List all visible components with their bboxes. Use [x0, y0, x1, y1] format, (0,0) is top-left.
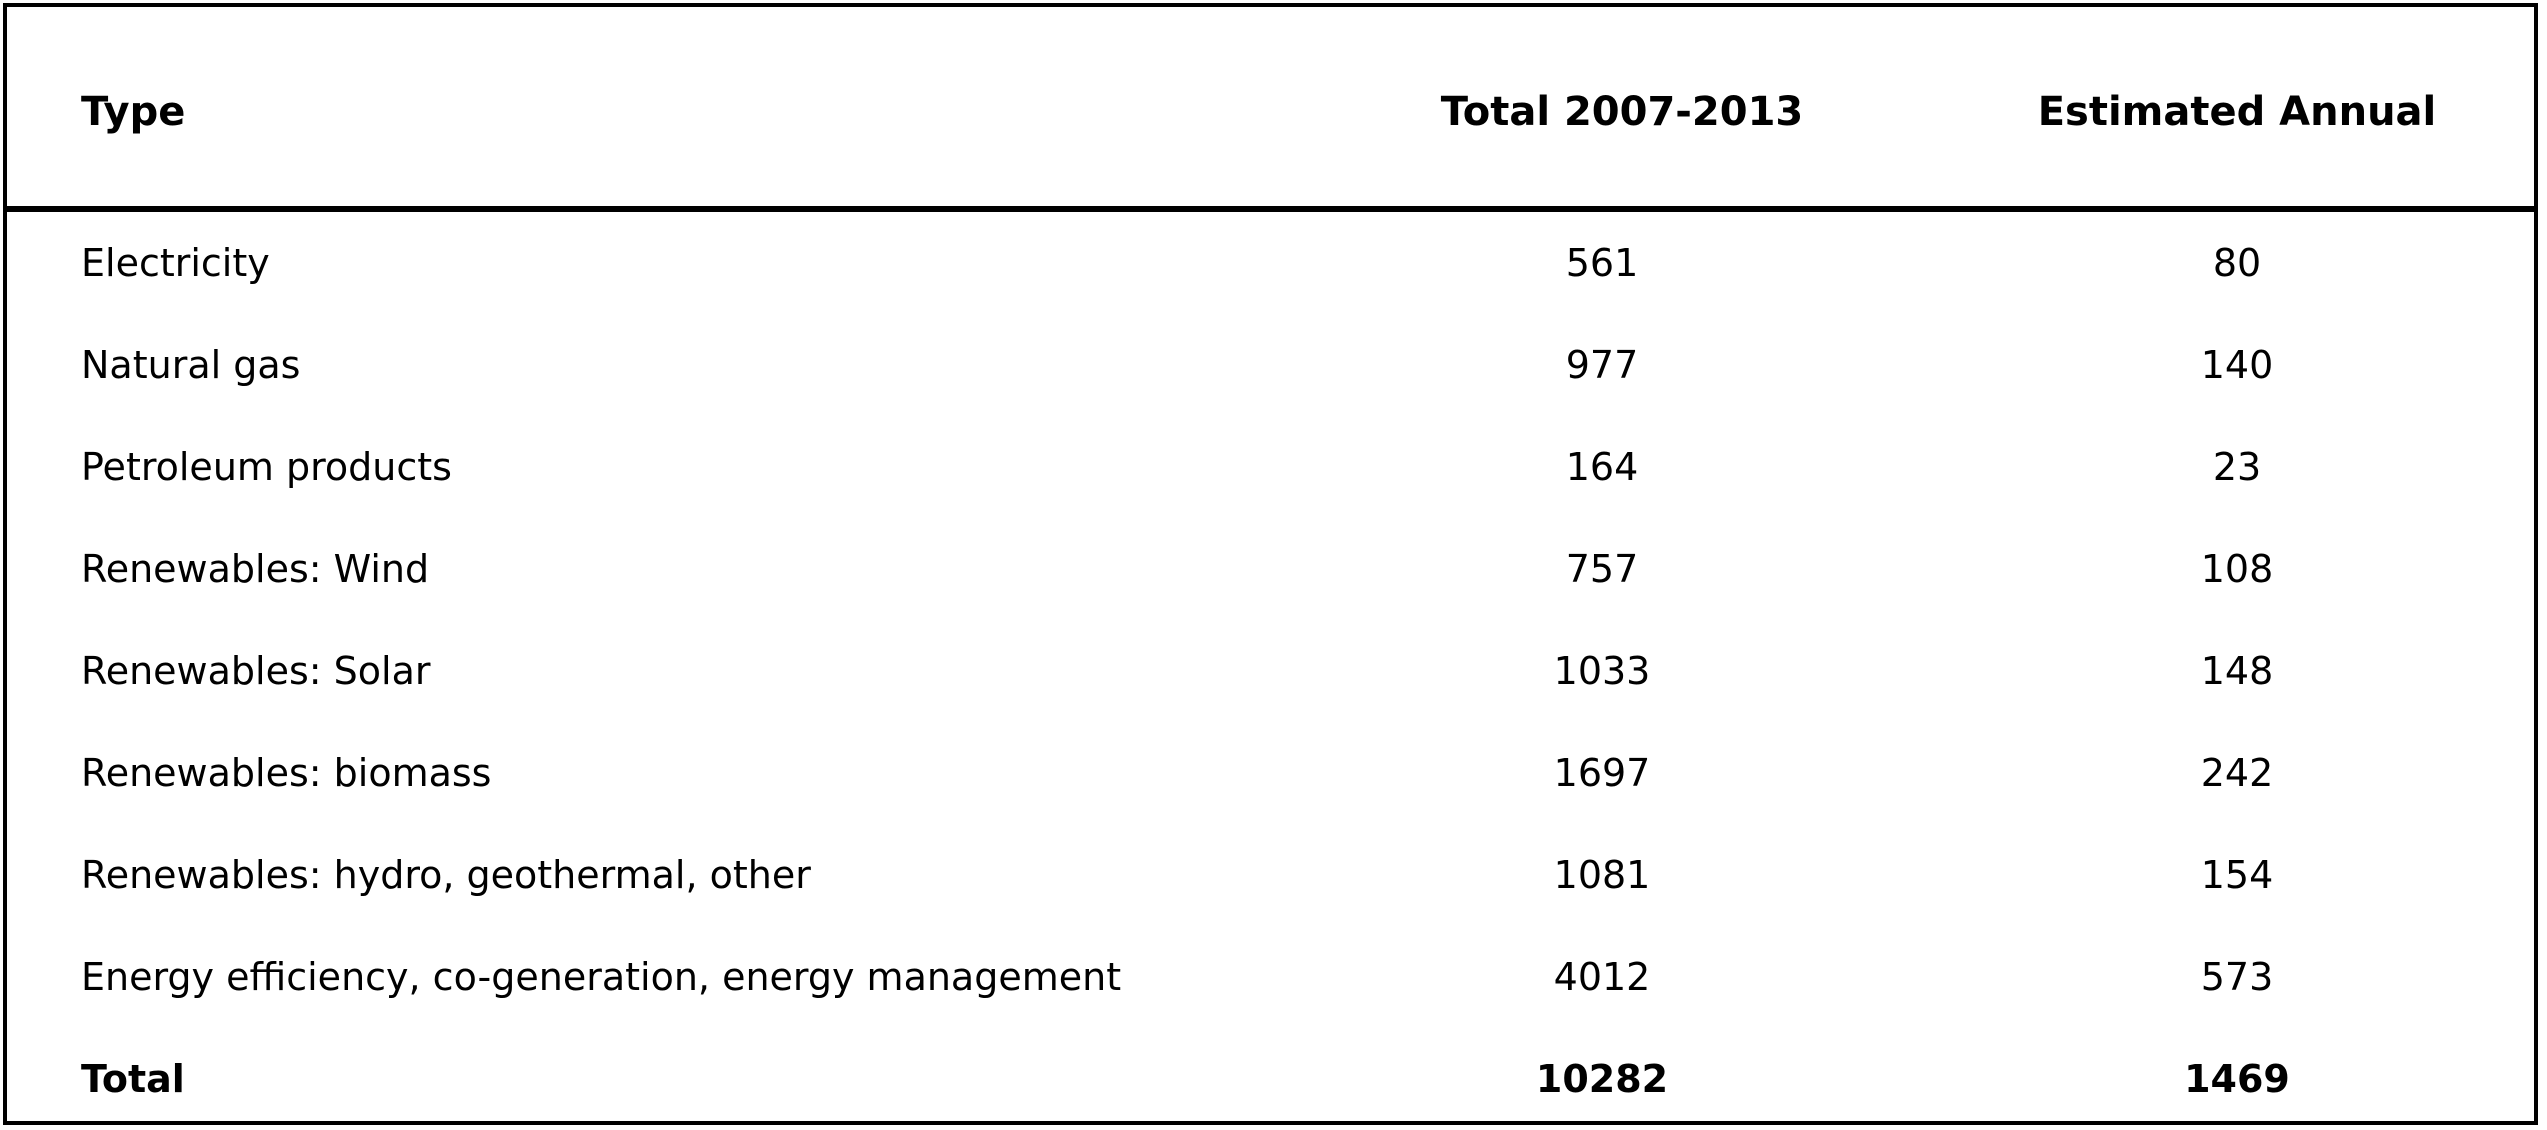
cell-total: 561 [1565, 241, 1639, 285]
cell-type: Renewables: Solar [81, 649, 431, 693]
cell-annual: 80 [2212, 241, 2262, 285]
cell-total: 164 [1565, 445, 1639, 489]
cell-total: 757 [1565, 547, 1639, 591]
table-row: Electricity 561 80 [7, 212, 2534, 314]
table-total-row: Total 10282 1469 [7, 1028, 2534, 1130]
total-annual: 1469 [2184, 1057, 2290, 1101]
table-row: Petroleum products 164 23 [7, 416, 2534, 518]
table-row: Renewables: Solar 1033 148 [7, 620, 2534, 722]
cell-total: 1081 [1553, 853, 1651, 897]
cell-type: Natural gas [81, 343, 301, 387]
cell-annual: 242 [2200, 751, 2274, 795]
table-header: Type Total 2007-2013 Estimated Annual [7, 7, 2534, 212]
cell-type: Electricity [81, 241, 270, 285]
cell-type: Energy efficiency, co-generation, energy… [81, 955, 1122, 999]
cell-type: Renewables: hydro, geothermal, other [81, 853, 811, 897]
cell-annual: 140 [2200, 343, 2274, 387]
table-row: Renewables: biomass 1697 242 [7, 722, 2534, 824]
cell-annual: 154 [2200, 853, 2274, 897]
data-table: Type Total 2007-2013 Estimated Annual El… [3, 3, 2538, 1125]
header-type: Type [81, 89, 186, 135]
header-total: Total 2007-2013 [1440, 89, 1804, 135]
cell-total: 1697 [1553, 751, 1651, 795]
cell-annual: 108 [2200, 547, 2274, 591]
table-row: Renewables: hydro, geothermal, other 108… [7, 824, 2534, 926]
table-row: Renewables: Wind 757 108 [7, 518, 2534, 620]
cell-type: Petroleum products [81, 445, 452, 489]
total-label: Total [81, 1057, 185, 1101]
table-row: Energy efficiency, co-generation, energy… [7, 926, 2534, 1028]
cell-annual: 23 [2212, 445, 2262, 489]
cell-annual: 148 [2200, 649, 2274, 693]
cell-total: 977 [1565, 343, 1639, 387]
header-annual: Estimated Annual [2037, 89, 2437, 135]
cell-type: Renewables: biomass [81, 751, 492, 795]
cell-total: 4012 [1553, 955, 1651, 999]
cell-annual: 573 [2200, 955, 2274, 999]
cell-type: Renewables: Wind [81, 547, 430, 591]
table-row: Natural gas 977 140 [7, 314, 2534, 416]
total-sum: 10282 [1535, 1057, 1669, 1101]
cell-total: 1033 [1553, 649, 1651, 693]
